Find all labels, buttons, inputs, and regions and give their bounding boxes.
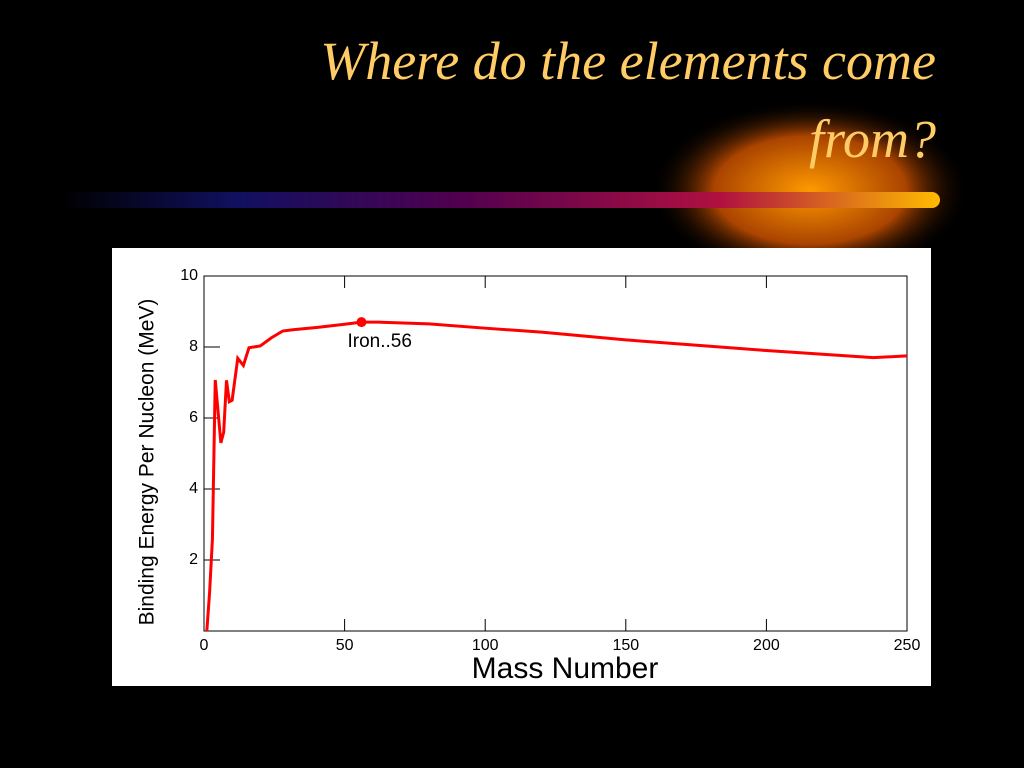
x-tick-label: 100 [472, 637, 499, 654]
highlight-label: Iron..56 [347, 331, 411, 352]
y-tick-label: 2 [189, 551, 198, 568]
x-tick-label: 50 [336, 637, 354, 654]
y-tick-label: 8 [189, 338, 198, 355]
x-tick-label: 250 [894, 637, 921, 654]
plot-frame [203, 275, 908, 632]
chart-background [112, 248, 931, 686]
x-tick-label: 150 [612, 637, 639, 654]
data-line [205, 320, 908, 632]
slide-title: Where do the elements come from? [320, 31, 936, 169]
accent-bar [60, 192, 940, 208]
x-axis-label: Mass Number [472, 652, 659, 685]
y-tick-label: 6 [189, 409, 198, 426]
y-axis-label: Binding Energy Per Nucleon (MeV) [136, 299, 159, 626]
x-tick-label: 0 [200, 637, 209, 654]
x-tick-label: 200 [753, 637, 780, 654]
y-tick-label: 4 [189, 480, 198, 497]
highlight-point [356, 317, 367, 328]
glow [650, 100, 970, 280]
y-tick-label: 10 [180, 267, 198, 284]
